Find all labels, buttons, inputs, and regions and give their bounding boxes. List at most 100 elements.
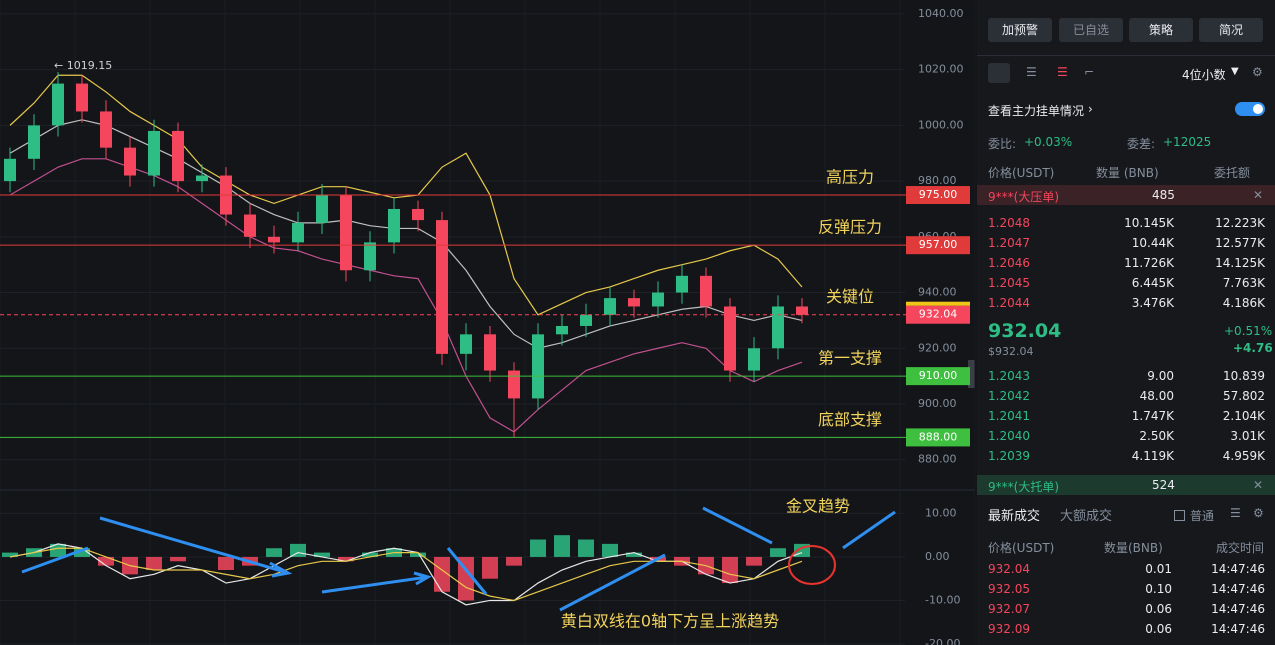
price: 1.2048 — [988, 216, 1030, 230]
big-ask-row — [977, 185, 1275, 205]
amount: 10.839 — [1223, 369, 1265, 383]
macd-bar — [506, 556, 522, 566]
candle-body — [76, 83, 88, 112]
band-line — [9, 158, 803, 433]
header[interactable]: 委托额 — [1214, 166, 1251, 180]
price: 1.2040 — [988, 429, 1030, 443]
macd-bar — [170, 556, 186, 562]
button[interactable]: 加预警 — [988, 18, 1052, 42]
level-badge — [906, 305, 970, 324]
arrows — [21, 506, 896, 612]
pane-handle — [968, 360, 975, 388]
macd-bar — [266, 548, 282, 557]
button[interactable]: 策略 — [1129, 18, 1193, 42]
annotation: 黄白双线在0轴下方呈上涨趋势 — [561, 612, 779, 631]
price: 1.2043 — [988, 369, 1030, 383]
amount: 57.802 — [1223, 389, 1265, 403]
icon[interactable]: ☰ — [1230, 506, 1241, 520]
macd-bar — [338, 556, 354, 562]
big-bid-row — [977, 475, 1275, 495]
qty: 2.50K — [1139, 429, 1174, 443]
last-price: 932.04 — [988, 320, 1062, 342]
decimals-select[interactable]: 4位小数 — [1182, 68, 1226, 82]
macd-bar — [146, 556, 162, 570]
chart: 1040.001020.001000.00980.00960.00940.009… — [0, 6, 975, 645]
level-price: 888.00 — [919, 430, 958, 443]
settings-icon[interactable]: ⚙ — [1252, 65, 1263, 79]
view-icon[interactable]: ☰ — [1026, 65, 1037, 79]
level-price: 957.00 — [919, 238, 958, 251]
close-icon[interactable]: ✕ — [1253, 188, 1264, 202]
header[interactable]: 数量(BNB) — [1104, 541, 1163, 555]
main-orders-link[interactable]: 查看主力挂单情况 — [988, 104, 1085, 118]
level-name: 关键位 — [826, 287, 874, 306]
candle-body — [604, 298, 616, 315]
macd-bar — [578, 539, 594, 557]
trade-price: 932.07 — [988, 602, 1030, 616]
trade-price: 932.09 — [988, 622, 1030, 636]
macd-bar — [410, 552, 426, 557]
big-ask-label: 9***(大压单) — [988, 190, 1059, 204]
header: 成交时间 — [1216, 541, 1265, 555]
trade-price: 932.04 — [988, 562, 1030, 576]
candle-body — [532, 334, 544, 399]
tab[interactable]: 大额成交 — [1060, 509, 1113, 524]
candle-body — [268, 236, 280, 243]
y-tick-label: 1000.00 — [918, 118, 964, 131]
ratio-label: 委比: — [988, 137, 1017, 151]
macd-bar — [74, 548, 90, 557]
amount: 14.125K — [1215, 256, 1265, 270]
candle-body — [52, 83, 64, 126]
checkbox[interactable] — [1174, 510, 1185, 521]
price: 1.2046 — [988, 256, 1030, 270]
view-icon[interactable]: ☰ — [1057, 65, 1068, 79]
button[interactable]: 已自选 — [1059, 18, 1123, 42]
macd-bar — [98, 556, 114, 566]
view-icon[interactable] — [988, 63, 1010, 83]
last-usd: $932.04 — [988, 345, 1034, 358]
amount: 4.186K — [1222, 296, 1265, 310]
y-tick-label: 880.00 — [918, 453, 957, 466]
candle-body — [676, 275, 688, 293]
macd-bar — [2, 552, 18, 557]
view-icon[interactable]: ⌐ — [1084, 65, 1095, 79]
separator — [977, 55, 1275, 56]
price: 1.2045 — [988, 276, 1030, 290]
trade-time: 14:47:46 — [1211, 562, 1265, 576]
amount: 7.763K — [1222, 276, 1265, 290]
trade-qty: 0.06 — [1145, 622, 1172, 636]
button[interactable]: 简况 — [1199, 18, 1263, 42]
dropdown-arrow: ▼ — [1231, 66, 1239, 77]
amount: 3.01K — [1230, 429, 1265, 443]
tab-active[interactable]: 最新成交 — [988, 509, 1041, 524]
macd-line — [9, 547, 803, 602]
qty: 10.145K — [1124, 216, 1174, 230]
header[interactable]: 数量 (BNB) — [1096, 166, 1159, 180]
candle-body — [436, 220, 448, 354]
level-name: 反弹压力 — [818, 218, 882, 237]
y-tick-label: 10.00 — [925, 506, 957, 519]
band-line — [9, 119, 803, 349]
level-name: 第一支撑 — [818, 349, 882, 368]
price: 1.2044 — [988, 296, 1030, 310]
y-tick-label: -10.00 — [925, 593, 960, 606]
toggle[interactable] — [1235, 102, 1265, 116]
macd-bar — [458, 556, 474, 601]
amount: 4.959K — [1222, 449, 1265, 463]
candle-body — [412, 208, 424, 221]
qty: 1.747K — [1131, 409, 1174, 423]
candle-body — [796, 306, 808, 315]
settings-icon[interactable]: ⚙ — [1253, 506, 1264, 520]
candle-body — [700, 275, 712, 307]
level-badge-edge — [906, 301, 970, 306]
close-icon[interactable]: ✕ — [1253, 478, 1264, 492]
trade-time: 14:47:46 — [1211, 602, 1265, 616]
amount: 12.577K — [1215, 236, 1265, 250]
candle-body — [748, 348, 760, 371]
y-tick-label: 940.00 — [918, 286, 957, 299]
macd-bar — [626, 552, 642, 557]
candle-body — [484, 334, 496, 371]
candle-body — [724, 306, 736, 371]
macd-bar — [434, 556, 450, 592]
